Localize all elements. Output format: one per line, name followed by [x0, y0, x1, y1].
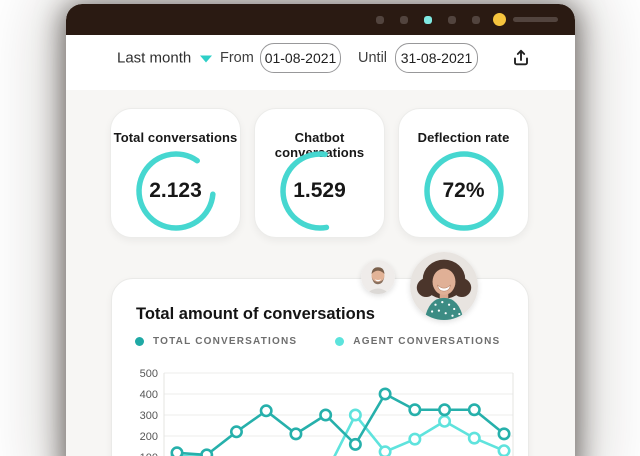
- avatar-female-agent: [410, 252, 478, 320]
- svg-text:300: 300: [140, 410, 158, 422]
- legend-label: AGENT CONVERSATIONS: [353, 336, 501, 347]
- svg-text:200: 200: [140, 431, 158, 443]
- legend-dot-icon: [135, 337, 144, 346]
- legend-item-agent: AGENT CONVERSATIONS: [335, 336, 500, 347]
- stat-card-title: Total conversations: [113, 130, 238, 145]
- titlebar-dot-icon: [376, 15, 384, 24]
- stat-card-title: Deflection rate: [417, 130, 510, 145]
- stat-value: 2.123: [149, 179, 202, 202]
- titlebar-pill: [513, 17, 558, 22]
- stat-value: 72%: [442, 179, 485, 202]
- legend-dot-icon: [335, 337, 345, 346]
- legend-label: TOTAL CONVERSATIONS: [153, 336, 298, 347]
- titlebar-dot-icon: [472, 15, 480, 24]
- until-label: Until: [358, 50, 388, 66]
- line-chart: 500 400 300 200 100: [140, 368, 514, 456]
- svg-text:100: 100: [140, 452, 158, 456]
- period-dropdown-label: Last month: [117, 49, 192, 67]
- export-icon[interactable]: [510, 47, 532, 69]
- titlebar-accent-circle-icon: [493, 13, 506, 26]
- titlebar-dot-icon: [400, 15, 408, 24]
- svg-text:500: 500: [140, 368, 158, 380]
- chart-title: Total amount of conversations: [136, 305, 375, 323]
- legend-item-total: TOTAL CONVERSATIONS: [135, 336, 297, 347]
- avatar-male-agent: [361, 260, 395, 294]
- titlebar-dot-icon: [448, 15, 456, 24]
- app-window: Last month From Until Total conversation…: [66, 4, 575, 456]
- filter-toolbar: Last month From Until: [66, 35, 575, 90]
- window-titlebar: [66, 4, 575, 35]
- progress-ring: 2.123: [130, 145, 222, 237]
- stat-value: 1.529: [293, 179, 346, 202]
- chevron-down-icon: [200, 55, 213, 63]
- svg-text:400: 400: [140, 389, 158, 401]
- period-dropdown[interactable]: Last month: [117, 49, 213, 67]
- stat-cards-row: Total conversations 2.123 Chatbot conver…: [110, 108, 529, 238]
- titlebar-dot-active-icon: [424, 15, 432, 24]
- stat-card-chatbot-conversations: Chatbot conversations 1.529: [254, 108, 385, 238]
- from-date-input[interactable]: [260, 43, 341, 73]
- conversations-chart-card: Total amount of conversations TOTAL CONV…: [111, 278, 529, 456]
- dashboard-content: Total conversations 2.123 Chatbot conver…: [66, 90, 575, 456]
- stat-card-deflection-rate: Deflection rate 72%: [398, 108, 529, 238]
- stat-card-total-conversations: Total conversations 2.123: [110, 108, 241, 238]
- from-label: From: [220, 50, 254, 66]
- chart-legend: TOTAL CONVERSATIONS AGENT CONVERSATIONS: [135, 336, 500, 347]
- progress-ring: 1.529: [274, 145, 366, 237]
- until-date-input[interactable]: [395, 43, 478, 73]
- progress-ring: 72%: [418, 145, 510, 237]
